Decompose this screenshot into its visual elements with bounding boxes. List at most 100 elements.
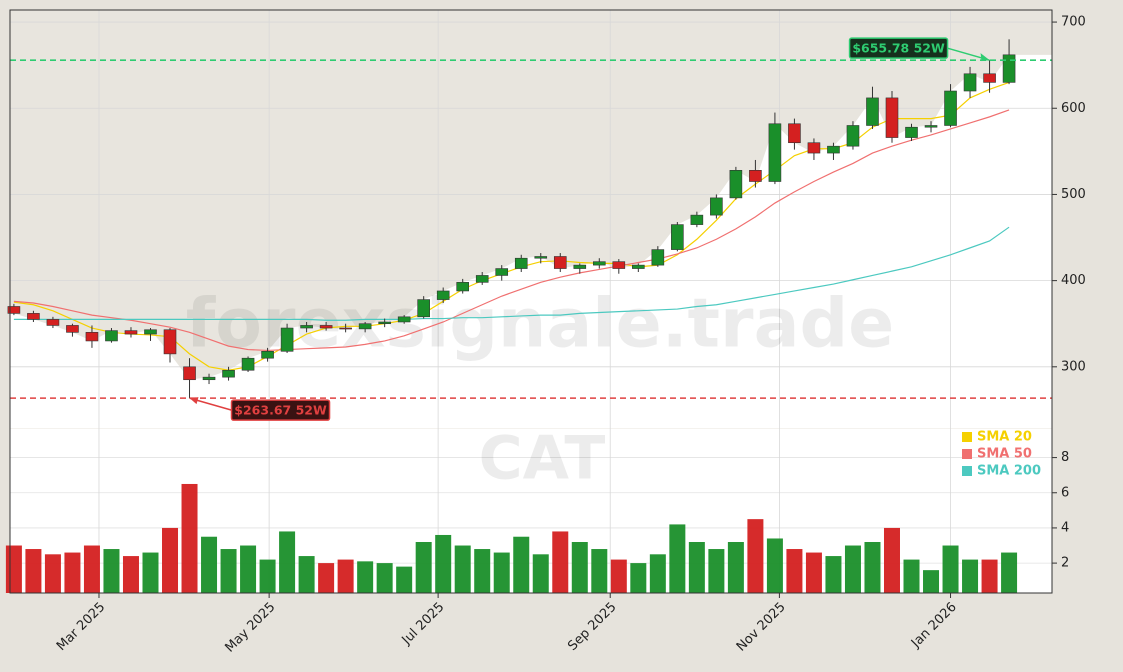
legend-swatch [962,466,972,476]
volume-bar [610,559,627,593]
candle-body [436,290,450,300]
sma-line [13,81,1010,371]
y2-tick-label: 4 [1061,520,1069,535]
arrow-head [189,397,199,405]
candle-body [27,313,40,320]
candle-body [710,197,723,216]
x-tick-label: May 2025 [223,600,279,656]
volume-bar [357,561,374,593]
candle-body [183,366,196,381]
volume-bar [376,563,393,593]
candle-body [1002,54,1016,83]
candle-body [7,306,21,314]
candle-body [261,350,274,359]
price-area [10,54,1052,428]
legend-label: SMA 50 [977,447,1032,462]
volume-bar [474,549,491,593]
volume-bar [142,552,159,593]
annotation-box [848,37,949,59]
candle-body [300,325,313,329]
candle-body [768,123,782,182]
candle-body [592,261,606,266]
candle-body [475,275,489,283]
volume-bar [181,483,198,593]
candle-body [632,264,645,269]
candle-body [105,330,118,342]
candle-body [612,261,626,269]
sma-line [13,109,1010,352]
candle-body [456,282,470,292]
y-tick-label: 500 [1061,187,1086,202]
x-tick-label: Jul 2025 [399,600,448,649]
volume-bar [825,556,842,593]
candle-body [846,125,860,147]
plot-border [9,9,1053,594]
volume-bar [630,563,647,593]
volume-bar [805,552,822,593]
y2-tick-label: 8 [1061,450,1069,465]
candle-body [66,325,79,333]
arrow-head [980,53,990,62]
candle-body [222,369,235,378]
y2-tick-label: 2 [1061,556,1069,571]
candle-body [983,73,996,83]
volume-bar [591,549,608,593]
volume-bar [396,566,413,593]
volume-bar [786,549,803,593]
candle-body [651,249,665,266]
candle-body [534,256,548,259]
volume-bar [708,549,725,593]
candle-body [319,325,333,329]
candle-body [495,268,509,276]
candle-body [280,327,294,352]
volume-bar [1001,552,1018,593]
candle-body [866,97,879,126]
volume-bar [103,549,120,593]
volume-bar [571,542,588,593]
volume-bar [688,542,705,593]
candle-body [85,332,99,342]
legend-swatch [962,432,972,442]
candle-body [241,357,255,371]
candle-body [573,264,587,269]
volume-bar [220,549,237,593]
volume-bar [493,552,510,593]
watermark-symbol: CAT [479,424,606,494]
volume-bar [669,524,686,593]
volume-bar [864,542,881,593]
volume-bar [962,559,979,593]
candle-body [827,145,840,154]
volume-bar [727,542,744,593]
volume-bar [981,559,998,593]
sma-line [13,226,1010,321]
candle-body [358,323,372,330]
candle-body [944,90,957,126]
annotation-label: $655.78 52W [852,41,945,56]
volume-bar [83,545,100,593]
annotation-box [230,399,331,421]
volume-bar [649,554,666,593]
annotation-label: $263.67 52W [234,403,327,418]
candle-body [788,123,801,144]
candle-body [514,257,528,269]
volume-bar [552,531,569,593]
volume-bar [44,554,61,593]
x-tick-label: Mar 2025 [54,600,108,654]
candle-body [749,170,762,182]
volume-bar [259,559,276,593]
candle-body [924,125,938,128]
volume-bar [435,534,452,593]
y-tick-label: 700 [1061,15,1086,30]
volume-bar [883,527,900,593]
candle-body [144,329,157,335]
candle-body [46,319,60,326]
volume-bar [240,545,257,593]
watermark: forexsignale.trade [186,285,895,364]
candle-body [553,256,567,269]
candle-body [671,224,684,250]
candle-body [124,330,138,335]
candle-body [807,142,821,154]
candle-body [729,170,743,199]
volume-bar [454,545,471,593]
